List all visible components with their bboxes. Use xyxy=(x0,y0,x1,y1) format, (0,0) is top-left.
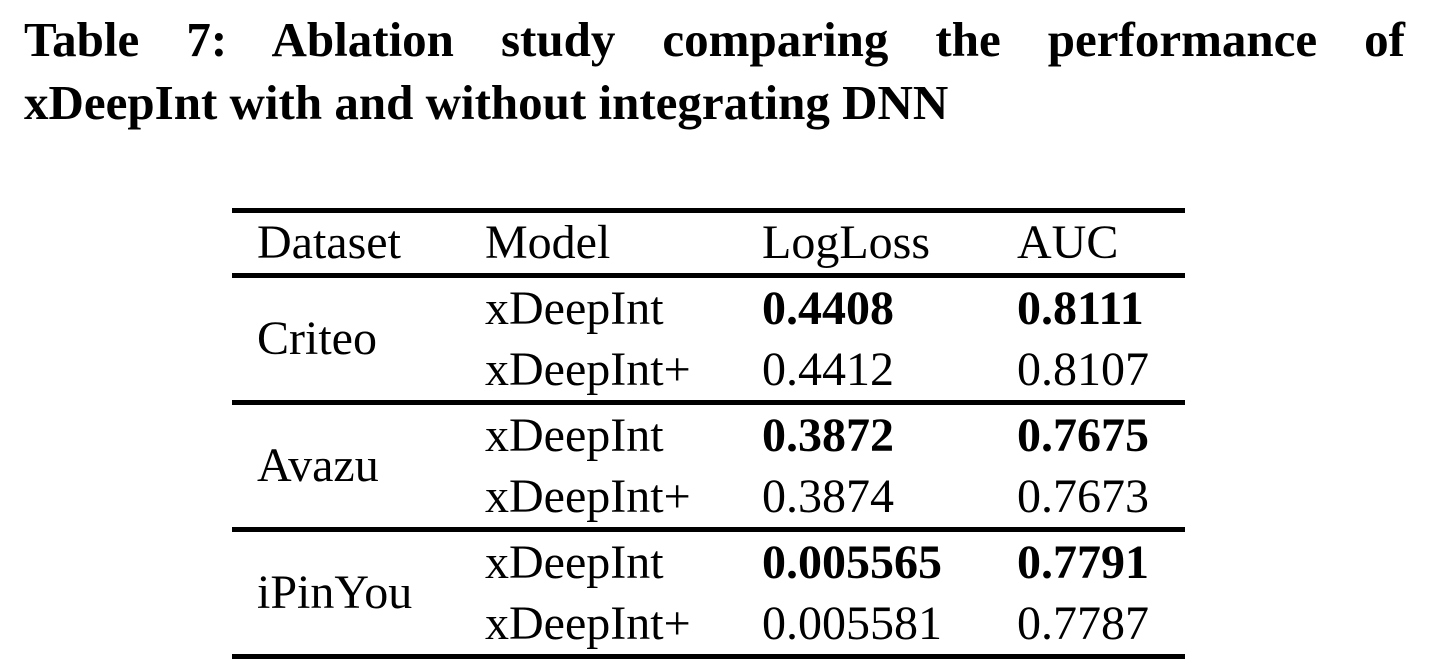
model-cell: xDeepInt+ xyxy=(485,469,691,523)
table-caption-line-1: Table 7: Ablation study comparing the pe… xyxy=(24,12,1405,67)
auc-cell: 0.7675 xyxy=(1017,408,1149,462)
logloss-cell: 0.005565 xyxy=(762,535,942,589)
logloss-cell: 0.005581 xyxy=(762,596,942,650)
auc-cell: 0.8111 xyxy=(1017,281,1144,335)
column-header-auc: AUC xyxy=(1017,216,1119,269)
column-header-model: Model xyxy=(485,216,611,269)
column-header-logloss: LogLoss xyxy=(762,216,930,269)
auc-cell: 0.7787 xyxy=(1017,596,1149,650)
column-header-dataset: Dataset xyxy=(257,216,401,269)
auc-cell: 0.7673 xyxy=(1017,469,1149,523)
logloss-cell: 0.3872 xyxy=(762,408,894,462)
dataset-group-avazu: Avazu xDeepInt 0.3872 0.7675 xDeepInt+ 0… xyxy=(232,405,1185,532)
model-cell: xDeepInt+ xyxy=(485,596,691,650)
dataset-cell: Criteo xyxy=(257,312,377,365)
model-cell: xDeepInt xyxy=(485,281,664,335)
logloss-cell: 0.3874 xyxy=(762,469,894,523)
table-caption-line-2: xDeepInt with and without integrating DN… xyxy=(24,75,949,130)
dataset-cell: iPinYou xyxy=(257,566,413,619)
model-cell: xDeepInt xyxy=(485,408,664,462)
logloss-cell: 0.4408 xyxy=(762,281,894,335)
dataset-group-ipinyou: iPinYou xDeepInt 0.005565 0.7791 xDeepIn… xyxy=(232,532,1185,654)
dataset-group-criteo: Criteo xDeepInt 0.4408 0.8111 xDeepInt+ … xyxy=(232,278,1185,405)
ablation-results-table: Dataset Model LogLoss AUC Criteo xDeepIn… xyxy=(232,208,1185,659)
auc-cell: 0.8107 xyxy=(1017,342,1149,396)
model-cell: xDeepInt+ xyxy=(485,342,691,396)
table-header-row: Dataset Model LogLoss AUC xyxy=(232,213,1185,278)
table-caption: Table 7: Ablation study comparing the pe… xyxy=(24,8,1405,134)
model-cell: xDeepInt xyxy=(485,535,664,589)
logloss-cell: 0.4412 xyxy=(762,342,894,396)
dataset-cell: Avazu xyxy=(257,439,379,492)
auc-cell: 0.7791 xyxy=(1017,535,1149,589)
